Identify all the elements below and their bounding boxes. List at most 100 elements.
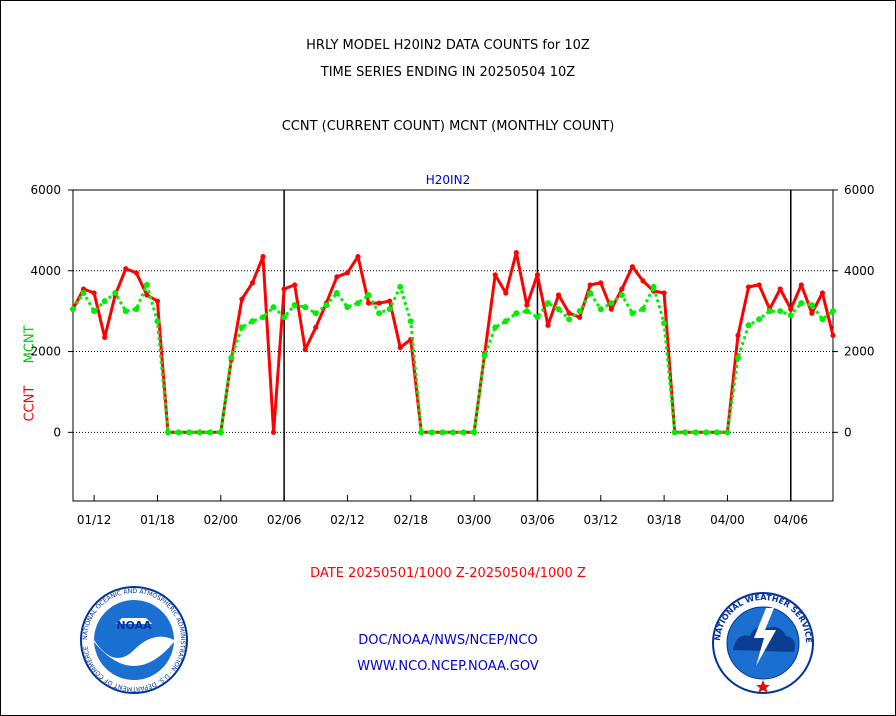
point-ccnt bbox=[270, 429, 277, 435]
x-tick-label: 02/12 bbox=[330, 513, 365, 527]
x-tick-label: 03/06 bbox=[520, 513, 555, 527]
point-ccnt bbox=[830, 332, 836, 339]
point-mcnt bbox=[133, 306, 140, 313]
point-ccnt bbox=[819, 290, 826, 296]
point-ccnt bbox=[777, 286, 783, 292]
point-ccnt bbox=[735, 332, 741, 339]
point-ccnt bbox=[344, 270, 351, 276]
title-line-3: CCNT (CURRENT COUNT) MCNT (MONTHLY COUNT… bbox=[281, 119, 615, 134]
point-mcnt bbox=[513, 310, 520, 317]
point-mcnt bbox=[270, 304, 277, 311]
point-mcnt bbox=[650, 283, 657, 290]
y-tick-label-right: 6000 bbox=[844, 183, 875, 197]
point-ccnt bbox=[355, 254, 361, 260]
point-ccnt bbox=[292, 282, 298, 288]
x-tick-label: 03/12 bbox=[583, 513, 618, 527]
point-mcnt bbox=[808, 302, 815, 309]
point-mcnt bbox=[587, 289, 594, 296]
point-ccnt bbox=[608, 306, 614, 312]
point-ccnt bbox=[524, 302, 530, 308]
point-mcnt bbox=[629, 310, 636, 317]
point-mcnt bbox=[471, 429, 478, 436]
point-ccnt bbox=[249, 280, 256, 286]
point-ccnt bbox=[387, 298, 393, 304]
point-ccnt bbox=[788, 306, 794, 312]
point-mcnt bbox=[386, 306, 393, 313]
x-tick-label: 03/00 bbox=[457, 513, 492, 527]
plot-area bbox=[72, 189, 834, 502]
point-mcnt bbox=[787, 312, 794, 319]
point-ccnt bbox=[260, 254, 266, 260]
point-mcnt bbox=[101, 298, 108, 305]
point-ccnt bbox=[144, 292, 150, 298]
y-tick-label-right: 2000 bbox=[844, 345, 875, 359]
point-ccnt bbox=[809, 310, 815, 316]
point-ccnt bbox=[503, 290, 509, 296]
point-mcnt bbox=[450, 429, 456, 436]
x-tick-label: 02/18 bbox=[393, 513, 428, 527]
series-line-ccnt bbox=[71, 251, 835, 434]
point-mcnt bbox=[682, 429, 689, 436]
point-ccnt bbox=[545, 322, 551, 328]
point-mcnt bbox=[545, 300, 551, 307]
noaa-logo-text: NOAA bbox=[116, 619, 152, 632]
point-ccnt bbox=[302, 346, 308, 353]
point-mcnt bbox=[830, 308, 836, 315]
x-tick-label: 01/12 bbox=[77, 513, 112, 527]
point-ccnt bbox=[102, 334, 108, 341]
y-tick-label-right: 0 bbox=[844, 425, 852, 439]
point-ccnt bbox=[513, 250, 519, 256]
point-mcnt bbox=[745, 322, 752, 329]
point-mcnt bbox=[175, 429, 182, 436]
point-mcnt bbox=[291, 302, 298, 309]
point-mcnt bbox=[608, 300, 615, 307]
y-ticks-right: 0 2000 4000 6000 bbox=[833, 183, 875, 439]
star-icon bbox=[756, 680, 770, 693]
point-ccnt bbox=[587, 282, 593, 288]
point-mcnt bbox=[154, 318, 161, 325]
point-mcnt bbox=[143, 281, 150, 288]
point-mcnt bbox=[724, 429, 731, 436]
point-mcnt bbox=[80, 289, 87, 296]
y-ticks-left: 0 2000 4000 6000 bbox=[30, 183, 73, 439]
gridlines bbox=[73, 270, 833, 433]
x-tick-label: 04/00 bbox=[710, 513, 745, 527]
point-mcnt bbox=[534, 314, 541, 321]
point-mcnt bbox=[460, 429, 467, 436]
y-tick-label-left: 4000 bbox=[30, 264, 61, 278]
point-mcnt bbox=[640, 306, 646, 313]
point-mcnt bbox=[397, 283, 404, 290]
point-mcnt bbox=[777, 308, 784, 315]
point-mcnt bbox=[618, 292, 625, 299]
point-ccnt bbox=[640, 278, 646, 284]
point-mcnt bbox=[555, 306, 562, 313]
org-text: DOC/NOAA/NWS/NCEP/NCO bbox=[358, 633, 538, 648]
title-line-1: HRLY MODEL H20IN2 DATA COUNTS for 10Z bbox=[306, 38, 590, 53]
point-ccnt bbox=[281, 286, 287, 292]
point-mcnt bbox=[523, 308, 530, 315]
point-mcnt bbox=[735, 354, 741, 361]
point-mcnt bbox=[323, 302, 330, 309]
point-ccnt bbox=[154, 298, 161, 304]
point-ccnt bbox=[566, 310, 572, 316]
nws-logo-icon: NATIONAL WEATHER SERVICE bbox=[712, 592, 814, 694]
point-mcnt bbox=[260, 314, 266, 321]
point-mcnt bbox=[798, 300, 805, 307]
point-mcnt bbox=[186, 429, 193, 436]
point-mcnt bbox=[418, 429, 425, 436]
point-ccnt bbox=[397, 344, 403, 351]
point-ccnt bbox=[598, 280, 604, 286]
point-mcnt bbox=[819, 316, 826, 323]
noaa-logo-icon: NOAA NATIONAL OCEANIC AND ATMOSPHERIC AD… bbox=[80, 586, 188, 694]
title-line-2: TIME SERIES ENDING IN 20250504 10Z bbox=[320, 65, 576, 80]
point-mcnt bbox=[439, 429, 446, 436]
day-boundaries bbox=[283, 190, 792, 501]
point-mcnt bbox=[481, 352, 488, 359]
point-mcnt bbox=[281, 314, 288, 321]
url-link[interactable]: WWW.NCO.NCEP.NOAA.GOV bbox=[357, 659, 539, 674]
point-ccnt bbox=[123, 266, 129, 272]
point-mcnt bbox=[756, 316, 763, 323]
point-ccnt bbox=[745, 284, 752, 290]
point-mcnt bbox=[312, 310, 319, 317]
